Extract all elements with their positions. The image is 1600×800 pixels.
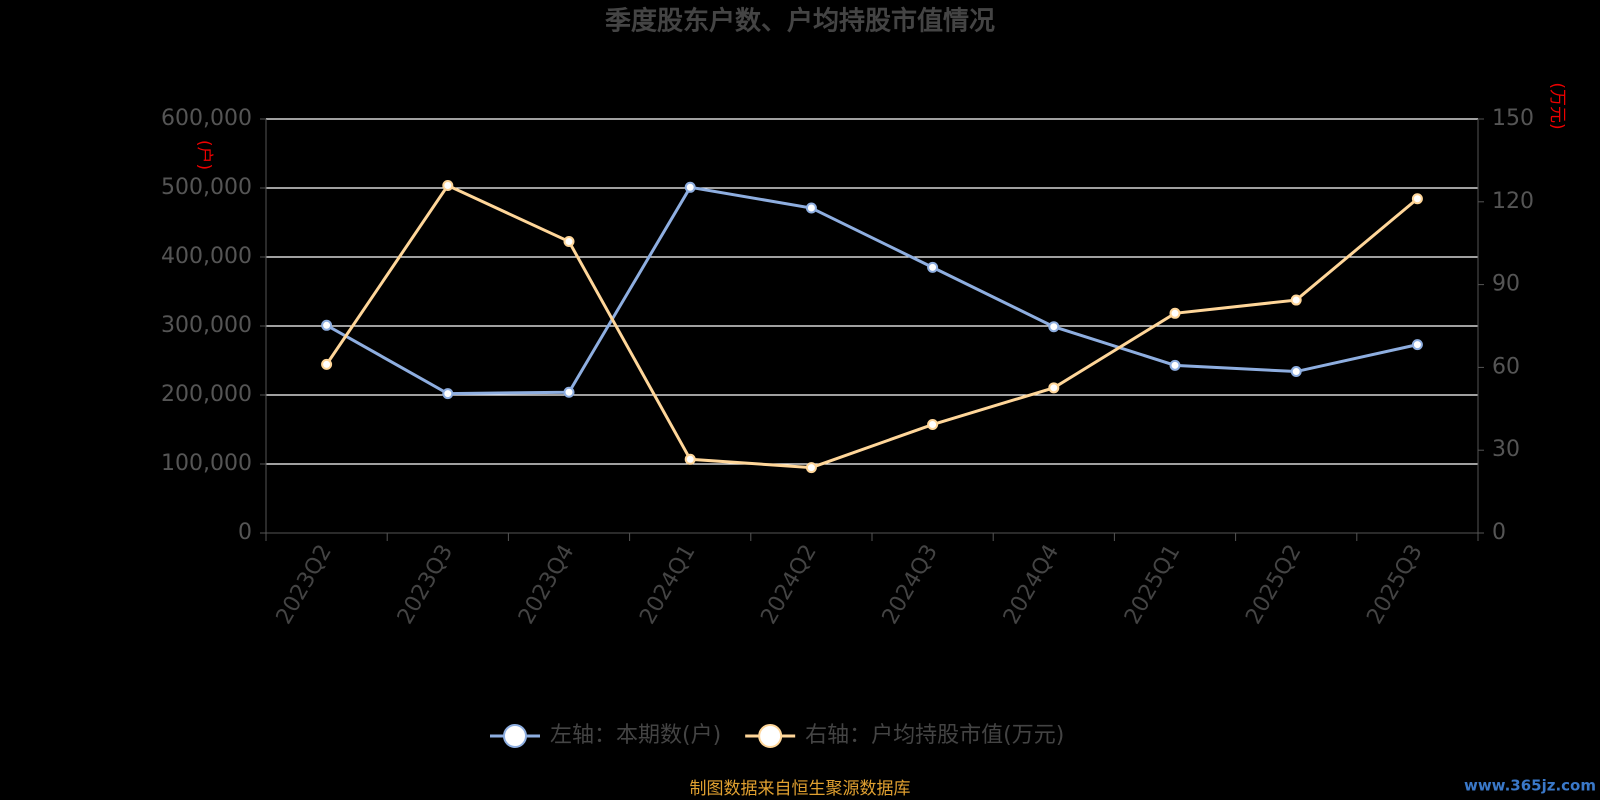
y-tick-label: 100,000 [161,451,252,476]
data-point [1290,294,1302,306]
data-point [1411,339,1423,351]
y-tick-label: 0 [238,520,252,545]
y2-tick-label: 90 [1492,272,1520,297]
y2-tick-label: 30 [1492,437,1520,462]
data-point [442,180,454,192]
data-point [805,202,817,214]
data-point [927,261,939,273]
data-point [321,358,333,370]
y-tick-label: 500,000 [161,175,252,200]
series-line [325,185,1418,396]
legend-label: 左轴：本期数(户) [550,723,721,748]
y-tick-label: 600,000 [161,106,252,131]
data-point [321,319,333,331]
data-point [563,386,575,398]
legend-marker [503,724,527,748]
data-point [1169,307,1181,319]
y-tick-label: 300,000 [161,313,252,338]
source-note: 制图数据来自恒生聚源数据库 [690,779,911,799]
data-point [927,419,939,431]
data-point [1169,359,1181,371]
y-unit: (户) [194,140,214,170]
y2-tick-label: 120 [1492,189,1534,214]
y-tick-label: 400,000 [161,244,252,269]
data-point [1290,366,1302,378]
y2-tick-label: 0 [1492,520,1506,545]
watermark: www.365jz.com [1464,777,1596,795]
y2-tick-label: 60 [1492,354,1520,379]
y2-unit: (万元) [1547,82,1567,129]
data-point [563,236,575,248]
series-line [325,183,1419,470]
y-tick-label: 200,000 [161,382,252,407]
data-point [1411,193,1423,205]
legend-label: 右轴：户均持股市值(万元) [805,723,1064,748]
data-point [684,181,696,193]
legend-marker [758,724,783,748]
data-point [1048,321,1060,333]
data-point [805,462,817,474]
chart-title: 季度股东户数、户均持股市值情况 [605,6,995,37]
data-point [1048,382,1060,394]
data-point [684,453,696,465]
data-point [442,388,454,400]
y2-tick-label: 150 [1492,106,1534,131]
